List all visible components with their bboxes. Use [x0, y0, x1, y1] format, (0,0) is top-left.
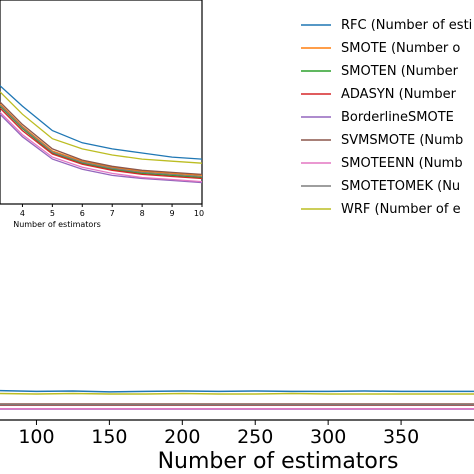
- legend-label-adasyn-number: ADASYN (Number: [341, 87, 457, 102]
- inset-series-line-adasyn: [0, 107, 203, 180]
- inset-x-tick-label: 9: [170, 209, 175, 218]
- main-x-tick-label: 150: [91, 426, 127, 448]
- inset-series-line-borderlinesmote: [0, 113, 203, 184]
- main-plot: 100 150 200 250 300 350 Number of estimators: [0, 389, 474, 474]
- legend-label-smotetomek-nu: SMOTETOMEK (Nu: [341, 179, 460, 194]
- main-series-line-wrf-number-of-e: [0, 392, 474, 395]
- legend-label-rfc-number-of-esti: RFC (Number of esti: [341, 18, 472, 33]
- inset-x-tick-label: 4: [20, 209, 25, 218]
- main-x-ticks: 100 150 200 250 300 350: [18, 420, 419, 448]
- legend-label-smoteenn-numb: SMOTEENN (Numb: [341, 156, 463, 171]
- inset-x-tick-label: 6: [80, 209, 85, 218]
- inset-x-ticks: 4 5 6 7 8 9 10: [20, 204, 204, 218]
- inset-x-tick-label: 10: [194, 209, 204, 218]
- main-x-axis-label: Number of estimators: [158, 449, 399, 474]
- inset-plot: 4 5 6 7 8 9 10 Number of estimators: [0, 0, 204, 229]
- inset-series-line-smoteenn: [0, 111, 203, 183]
- main-x-tick-label: 100: [18, 426, 54, 448]
- legend-label-svmsmote-numb: SVMSMOTE (Numb: [341, 133, 463, 148]
- main-x-tick-label: 350: [383, 426, 419, 448]
- main-series-line-rfc-number-of-esti: [0, 389, 474, 393]
- inset-series-line-smotetomek: [0, 104, 203, 178]
- main-x-tick-label: 300: [310, 426, 346, 448]
- main-series-lines: [0, 389, 474, 410]
- inset-series-line-smoten: [0, 105, 203, 179]
- inset-series-line-svmsmote: [0, 101, 203, 176]
- legend-label-borderlinesmote: BorderlineSMOTE: [341, 110, 454, 125]
- inset-series-lines: [0, 85, 203, 184]
- legend-label-smote-number-o: SMOTE (Number o: [341, 41, 460, 56]
- legend-label-smoten-number: SMOTEN (Number: [341, 64, 459, 79]
- inset-series-line-wrf: [0, 91, 203, 164]
- inset-x-tick-label: 8: [140, 209, 145, 218]
- inset-frame: [0, 0, 203, 205]
- main-x-tick-label: 200: [164, 426, 200, 448]
- inset-x-tick-label: 5: [50, 209, 55, 218]
- legend: RFC (Number of esti SMOTE (Number o SMOTEN…: [301, 18, 472, 217]
- main-x-tick-label: 250: [237, 426, 273, 448]
- legend-label-wrf-number-of-e: WRF (Number of e: [341, 202, 461, 217]
- inset-x-tick-label: 7: [110, 209, 115, 218]
- inset-x-axis-label: Number of estimators: [13, 220, 101, 229]
- inset-series-line-rfc: [0, 85, 203, 160]
- inset-series-line-smote: [0, 103, 203, 177]
